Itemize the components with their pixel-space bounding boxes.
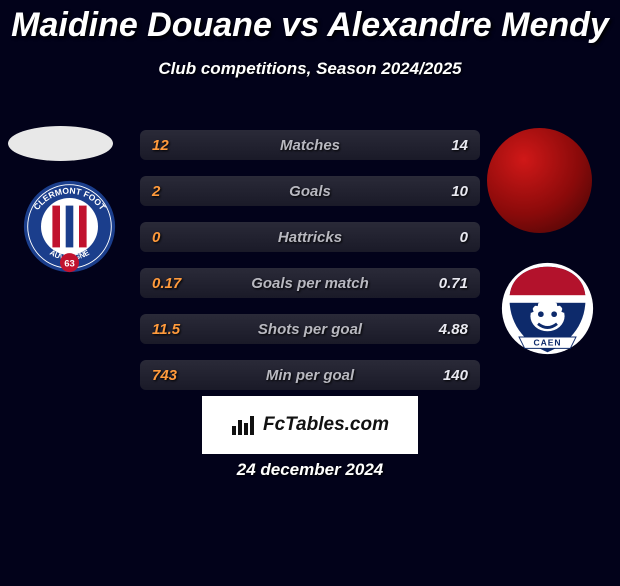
stat-left-value: 12: [152, 137, 169, 154]
stat-left-value: 2: [152, 183, 160, 200]
stat-right-value: 140: [443, 367, 468, 384]
page-title: Maidine Douane vs Alexandre Mendy: [0, 6, 620, 45]
stat-label: Hattricks: [140, 229, 480, 246]
player-left-avatar: [8, 126, 113, 161]
stat-left-value: 743: [152, 367, 177, 384]
stat-row: 11.5 Shots per goal 4.88: [140, 314, 480, 344]
stat-label: Goals: [140, 183, 480, 200]
stat-right-value: 0.71: [439, 275, 468, 292]
stat-row: 0.17 Goals per match 0.71: [140, 268, 480, 298]
stat-label: Shots per goal: [140, 321, 480, 338]
subtitle: Club competitions, Season 2024/2025: [0, 59, 620, 79]
stats-table: 12 Matches 14 2 Goals 10 0 Hattricks 0 0…: [140, 130, 480, 406]
club-badge-right: CAEN: [500, 261, 595, 356]
stat-row: 2 Goals 10: [140, 176, 480, 206]
stat-right-value: 10: [451, 183, 468, 200]
bars-icon: [231, 414, 257, 436]
stat-row: 0 Hattricks 0: [140, 222, 480, 252]
stat-right-value: 14: [451, 137, 468, 154]
date-text: 24 december 2024: [0, 460, 620, 480]
fctables-watermark: FcTables.com: [202, 396, 418, 454]
stat-left-value: 0.17: [152, 275, 181, 292]
stat-left-value: 11.5: [152, 321, 180, 338]
stat-row: 743 Min per goal 140: [140, 360, 480, 390]
stat-label: Goals per match: [140, 275, 480, 292]
stat-label: Matches: [140, 137, 480, 154]
stat-row: 12 Matches 14: [140, 130, 480, 160]
fctables-text: FcTables.com: [263, 414, 389, 436]
club-badge-left: CLERMONT FOOT AUVERGNE 63: [22, 179, 117, 274]
stat-right-value: 0: [460, 229, 468, 246]
stat-label: Min per goal: [140, 367, 480, 384]
player-right-avatar: [487, 128, 592, 233]
stat-right-value: 4.88: [439, 321, 468, 338]
stat-left-value: 0: [152, 229, 160, 246]
svg-text:63: 63: [64, 258, 75, 269]
svg-text:CAEN: CAEN: [533, 338, 561, 348]
